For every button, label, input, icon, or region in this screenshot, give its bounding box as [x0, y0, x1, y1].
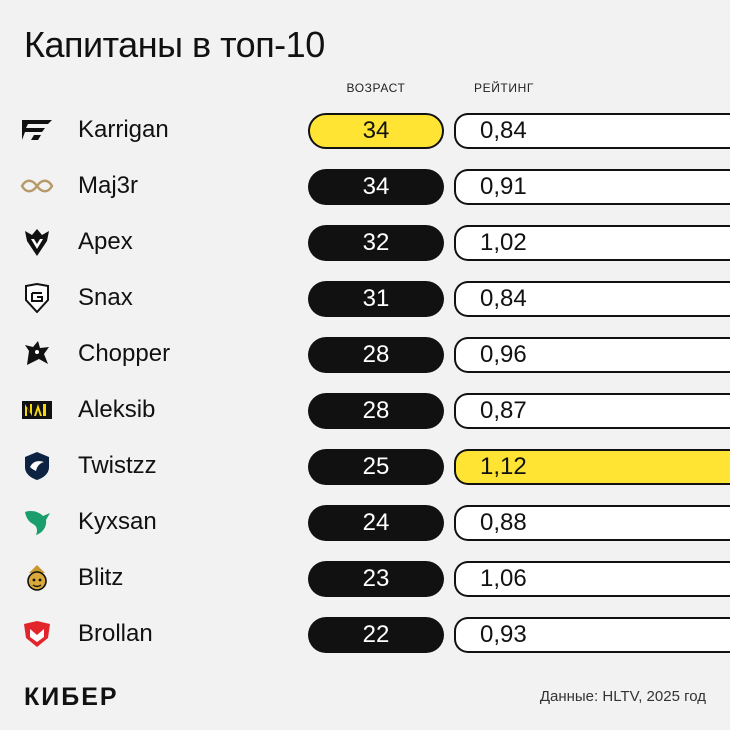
- spirit-logo-icon: [20, 339, 54, 369]
- eternal-fire-logo-icon: [20, 171, 54, 201]
- liquid-logo-icon: [20, 451, 54, 481]
- age-value: 22: [308, 617, 444, 653]
- rating-value: 0,84: [454, 281, 730, 317]
- rating-value: 0,87: [454, 393, 730, 429]
- rating-value: 0,88: [454, 505, 730, 541]
- rating-value: 1,06: [454, 561, 730, 597]
- player-name: Twistzz: [78, 452, 157, 479]
- table-row: Apex 32 1,02: [0, 214, 730, 270]
- table-row: Aleksib 28 0,87: [0, 382, 730, 438]
- table-row: Maj3r 34 0,91: [0, 158, 730, 214]
- player-name: Aleksib: [78, 396, 156, 423]
- table-row: Twistzz 25 1,12: [0, 438, 730, 494]
- table-row: Blitz 23 1,06: [0, 550, 730, 606]
- age-value: 32: [308, 225, 444, 261]
- age-value: 34: [308, 169, 444, 205]
- faze-logo-icon: [20, 115, 54, 145]
- player-name: Blitz: [78, 564, 124, 591]
- player-name: Chopper: [78, 340, 171, 367]
- rating-value: 0,91: [454, 169, 730, 205]
- table-row: Snax 31 0,84: [0, 270, 730, 326]
- player-name: Karrigan: [78, 116, 169, 143]
- falcons-logo-icon: [20, 507, 54, 537]
- vitality-logo-icon: [20, 227, 54, 257]
- rating-value: 0,93: [454, 617, 730, 653]
- age-value: 34: [308, 113, 444, 149]
- rating-value: 0,84: [454, 113, 730, 149]
- age-value: 28: [308, 393, 444, 429]
- rating-value: 1,02: [454, 225, 730, 261]
- age-column-header: ВОЗРАСТ: [346, 81, 406, 95]
- age-value: 31: [308, 281, 444, 317]
- player-name: Kyxsan: [78, 508, 157, 535]
- table-row: Chopper 28 0,96: [0, 326, 730, 382]
- rating-value: 0,96: [454, 337, 730, 373]
- brand-logo: КИБЕР: [24, 683, 119, 711]
- rating-column-header: РЕЙТИНГ: [474, 81, 534, 95]
- age-value: 25: [308, 449, 444, 485]
- table-row: Brollan 22 0,93: [0, 606, 730, 662]
- age-value: 24: [308, 505, 444, 541]
- chart-title: Капитаны в топ-10: [24, 24, 325, 65]
- mongolz-logo-icon: [20, 563, 54, 593]
- g2-logo-icon: [20, 283, 54, 313]
- navi-logo-icon: [20, 395, 54, 425]
- table-row: Kyxsan 24 0,88: [0, 494, 730, 550]
- player-name: Brollan: [78, 620, 153, 647]
- age-value: 28: [308, 337, 444, 373]
- rating-value: 1,12: [454, 449, 730, 485]
- player-name: Apex: [78, 228, 133, 255]
- player-name: Snax: [78, 284, 133, 311]
- data-source: Данные: HLTV, 2025 год: [539, 688, 706, 705]
- player-name: Maj3r: [78, 172, 139, 199]
- mouz-logo-icon: [20, 619, 54, 649]
- age-value: 23: [308, 561, 444, 597]
- table-row: Karrigan 34 0,84: [0, 102, 730, 158]
